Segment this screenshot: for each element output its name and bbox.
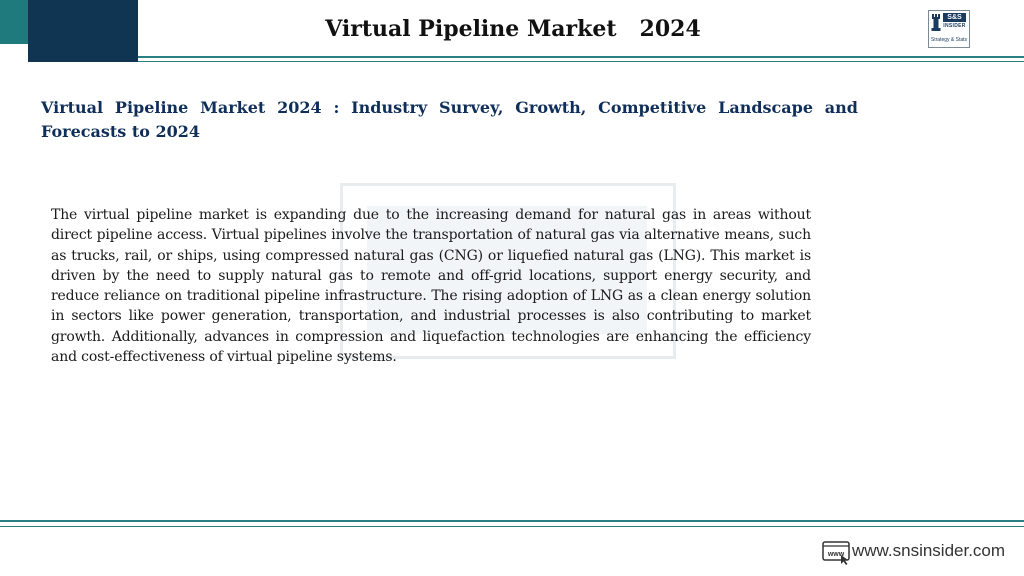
logo-sub-text: INSIDER (943, 23, 966, 29)
body-paragraph: The virtual pipeline market is expanding… (51, 207, 811, 366)
website-link[interactable]: www.snsinsider.com (852, 541, 1006, 560)
watermark-inner (367, 206, 647, 334)
header-divider-thin (138, 61, 1024, 62)
brand-logo: S&S INSIDER Strategy & Stats (928, 10, 970, 48)
report-subtitle: Virtual Pipeline Market 2024 : Industry … (41, 98, 858, 141)
watermark-logo (340, 183, 676, 359)
header-navy-block (28, 0, 138, 62)
header-teal-block (0, 0, 28, 44)
page-title: Virtual Pipeline Market 2024 (325, 16, 701, 42)
logo-tagline: Strategy & Stats (930, 37, 968, 43)
chess-rook-icon (931, 14, 941, 31)
www-icon: www (822, 541, 850, 565)
footer-divider (0, 520, 1024, 522)
svg-text:www: www (827, 551, 845, 558)
footer-divider-thin (0, 526, 1024, 527)
logo-brand-text: S&S (943, 13, 966, 22)
header-divider (138, 56, 1024, 58)
